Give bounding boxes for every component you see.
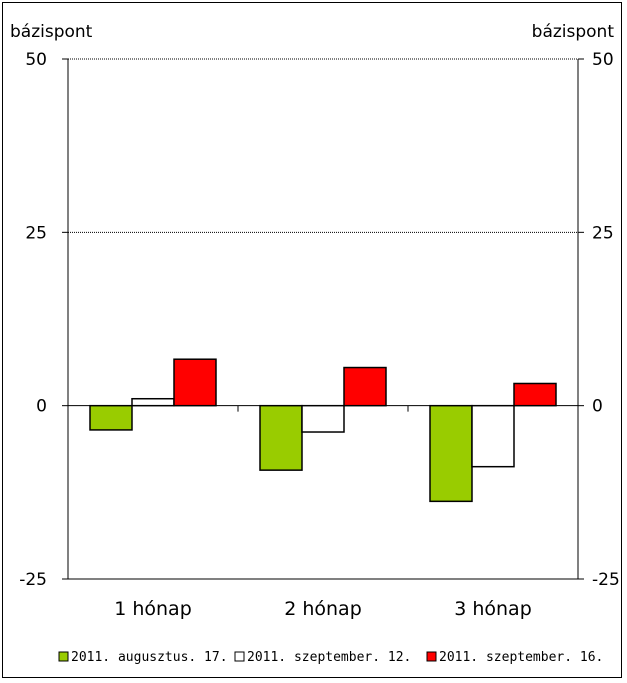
legend: 2011. augusztus. 17. 2011. szeptember. 12…	[58, 650, 603, 665]
bar	[429, 404, 473, 503]
category-label: 1 hónap	[114, 598, 192, 620]
bar	[301, 404, 345, 433]
y-tick-label-right: -25	[592, 570, 620, 590]
legend-swatch	[58, 651, 69, 662]
category-label: 2 hónap	[284, 598, 362, 620]
bar	[513, 382, 557, 407]
legend-label: 2011. szeptember. 16.	[439, 650, 603, 665]
y-tick-label-right: 0	[592, 397, 603, 417]
y-unit-right: bázispont	[532, 22, 615, 42]
bar	[259, 404, 303, 471]
bar	[131, 397, 175, 407]
y-tick-label-right: 50	[592, 50, 614, 70]
y-tick-label-left: 25	[25, 223, 47, 243]
labels: bázispont bázispont -25 -25 0 0 25 25 50 50 1 hó…	[10, 22, 620, 620]
chart-frame	[2, 2, 622, 678]
bar	[471, 404, 515, 468]
y-tick-label-left: 50	[25, 50, 47, 70]
y-unit-left: bázispont	[10, 22, 93, 42]
bar	[89, 404, 133, 431]
legend-swatch	[426, 651, 437, 662]
legend-label: 2011. augusztus. 17.	[71, 650, 228, 665]
legend-label: 2011. szeptember. 12.	[247, 650, 411, 665]
category-label: 3 hónap	[454, 598, 532, 620]
bars	[89, 358, 557, 503]
bar	[343, 366, 387, 407]
axes	[62, 58, 584, 580]
gridlines	[68, 58, 578, 233]
y-tick-label-right: 25	[592, 223, 614, 243]
bar	[173, 358, 217, 407]
y-tick-label-left: -25	[19, 570, 47, 590]
legend-swatch	[234, 651, 245, 662]
y-tick-label-left: 0	[36, 397, 47, 417]
